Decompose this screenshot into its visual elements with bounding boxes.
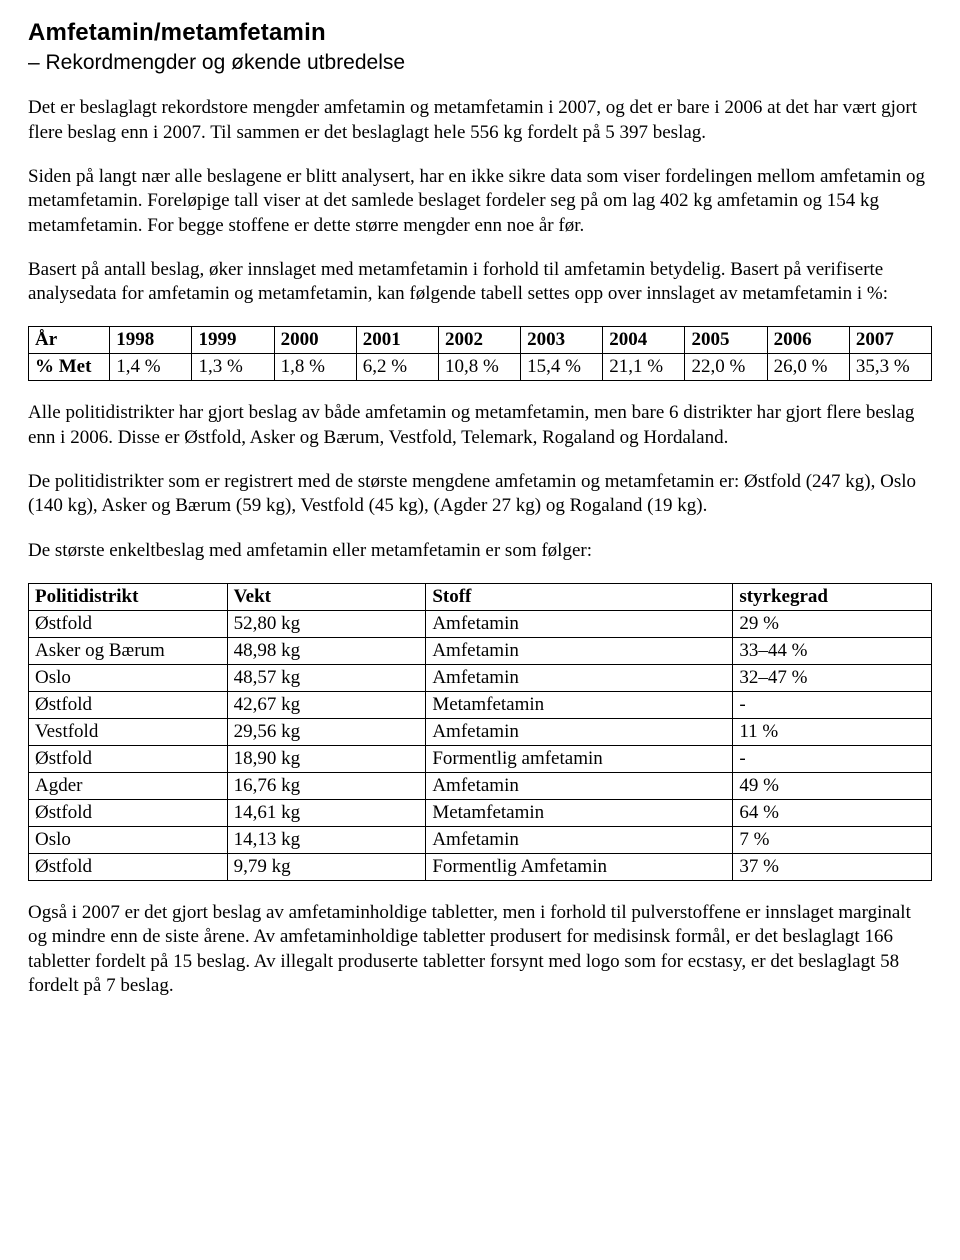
- table-cell: Metamfetamin: [426, 800, 733, 827]
- table-cell: 9,79 kg: [227, 854, 426, 881]
- table-cell: Østfold: [29, 854, 228, 881]
- table-cell: 29 %: [733, 611, 932, 638]
- table-cell: Østfold: [29, 800, 228, 827]
- table-cell: 18,90 kg: [227, 746, 426, 773]
- table-cell: Østfold: [29, 746, 228, 773]
- paragraph: Det er beslaglagt rekordstore mengder am…: [28, 96, 932, 145]
- table-cell: 35,3 %: [849, 354, 931, 381]
- paragraph: Basert på antall beslag, øker innslaget …: [28, 258, 932, 307]
- table-header-cell: 1998: [110, 327, 192, 354]
- table-cell: 21,1 %: [603, 354, 685, 381]
- table-cell: Oslo: [29, 827, 228, 854]
- table-row: Østfold14,61 kgMetamfetamin64 %: [29, 800, 932, 827]
- table-cell: Amfetamin: [426, 638, 733, 665]
- paragraph: Siden på langt nær alle beslagene er bli…: [28, 165, 932, 238]
- table-cell: 52,80 kg: [227, 611, 426, 638]
- table-row: Østfold42,67 kgMetamfetamin-: [29, 692, 932, 719]
- table-row: Østfold18,90 kgFormentlig amfetamin-: [29, 746, 932, 773]
- table-header-cell: 2002: [438, 327, 520, 354]
- table-cell: 33–44 %: [733, 638, 932, 665]
- table-cell: 1,3 %: [192, 354, 274, 381]
- table-row: Asker og Bærum48,98 kgAmfetamin33–44 %: [29, 638, 932, 665]
- table-header-cell: 2007: [849, 327, 931, 354]
- table-header-cell: 2005: [685, 327, 767, 354]
- table-row: Oslo14,13 kgAmfetamin7 %: [29, 827, 932, 854]
- page-subtitle: – Rekordmengder og økende utbredelse: [28, 50, 932, 76]
- table-header-cell: 2000: [274, 327, 356, 354]
- table-cell: Oslo: [29, 665, 228, 692]
- table-cell: Vestfold: [29, 719, 228, 746]
- table-header-cell: styrkegrad: [733, 584, 932, 611]
- table-row: Vestfold29,56 kgAmfetamin11 %: [29, 719, 932, 746]
- table-header-cell: 2004: [603, 327, 685, 354]
- table-cell: 48,57 kg: [227, 665, 426, 692]
- table-row-label: År: [29, 327, 110, 354]
- table-cell: 6,2 %: [356, 354, 438, 381]
- table-row: Østfold52,80 kgAmfetamin29 %: [29, 611, 932, 638]
- table-header-cell: Politidistrikt: [29, 584, 228, 611]
- table-cell: 64 %: [733, 800, 932, 827]
- table-cell: 22,0 %: [685, 354, 767, 381]
- table-cell: Asker og Bærum: [29, 638, 228, 665]
- paragraph: De største enkeltbeslag med amfetamin el…: [28, 539, 932, 563]
- table-row: Agder16,76 kgAmfetamin49 %: [29, 773, 932, 800]
- paragraph: Også i 2007 er det gjort beslag av amfet…: [28, 901, 932, 998]
- table-cell: Agder: [29, 773, 228, 800]
- table-cell: 10,8 %: [438, 354, 520, 381]
- table-cell: Amfetamin: [426, 827, 733, 854]
- table-cell: 1,4 %: [110, 354, 192, 381]
- table-cell: Amfetamin: [426, 665, 733, 692]
- table-header-cell: 2001: [356, 327, 438, 354]
- page-title: Amfetamin/metamfetamin: [28, 18, 932, 48]
- table-cell: -: [733, 746, 932, 773]
- table-cell: 14,13 kg: [227, 827, 426, 854]
- table-cell: 37 %: [733, 854, 932, 881]
- table-cell: 16,76 kg: [227, 773, 426, 800]
- table-header-cell: 1999: [192, 327, 274, 354]
- table-header-cell: Stoff: [426, 584, 733, 611]
- table-cell: 48,98 kg: [227, 638, 426, 665]
- table-cell: 1,8 %: [274, 354, 356, 381]
- table-row: Østfold 9,79 kgFormentlig Amfetamin37 %: [29, 854, 932, 881]
- table-cell: -: [733, 692, 932, 719]
- table-cell: 15,4 %: [521, 354, 603, 381]
- paragraph: Alle politidistrikter har gjort beslag a…: [28, 401, 932, 450]
- paragraph: De politidistrikter som er registrert me…: [28, 470, 932, 519]
- table-cell: 7 %: [733, 827, 932, 854]
- table-header-cell: Vekt: [227, 584, 426, 611]
- table-cell: 14,61 kg: [227, 800, 426, 827]
- table-cell: 49 %: [733, 773, 932, 800]
- table-cell: Formentlig amfetamin: [426, 746, 733, 773]
- table-cell: Amfetamin: [426, 773, 733, 800]
- table-cell: 29,56 kg: [227, 719, 426, 746]
- table-cell: 11 %: [733, 719, 932, 746]
- table-row: Oslo48,57 kgAmfetamin32–47 %: [29, 665, 932, 692]
- table-cell: 42,67 kg: [227, 692, 426, 719]
- table-cell: Amfetamin: [426, 719, 733, 746]
- table-cell: Metamfetamin: [426, 692, 733, 719]
- table-header-cell: 2006: [767, 327, 849, 354]
- table-header-cell: 2003: [521, 327, 603, 354]
- table-cell: 32–47 %: [733, 665, 932, 692]
- table-cell: Østfold: [29, 692, 228, 719]
- table-cell: 26,0 %: [767, 354, 849, 381]
- table-cell: Formentlig Amfetamin: [426, 854, 733, 881]
- table-cell: Amfetamin: [426, 611, 733, 638]
- seizure-table: PolitidistriktVektStoffstyrkegradØstfold…: [28, 583, 932, 881]
- table-cell: Østfold: [29, 611, 228, 638]
- met-percentage-table: År19981999200020012002200320042005200620…: [28, 326, 932, 381]
- table-row-label: % Met: [29, 354, 110, 381]
